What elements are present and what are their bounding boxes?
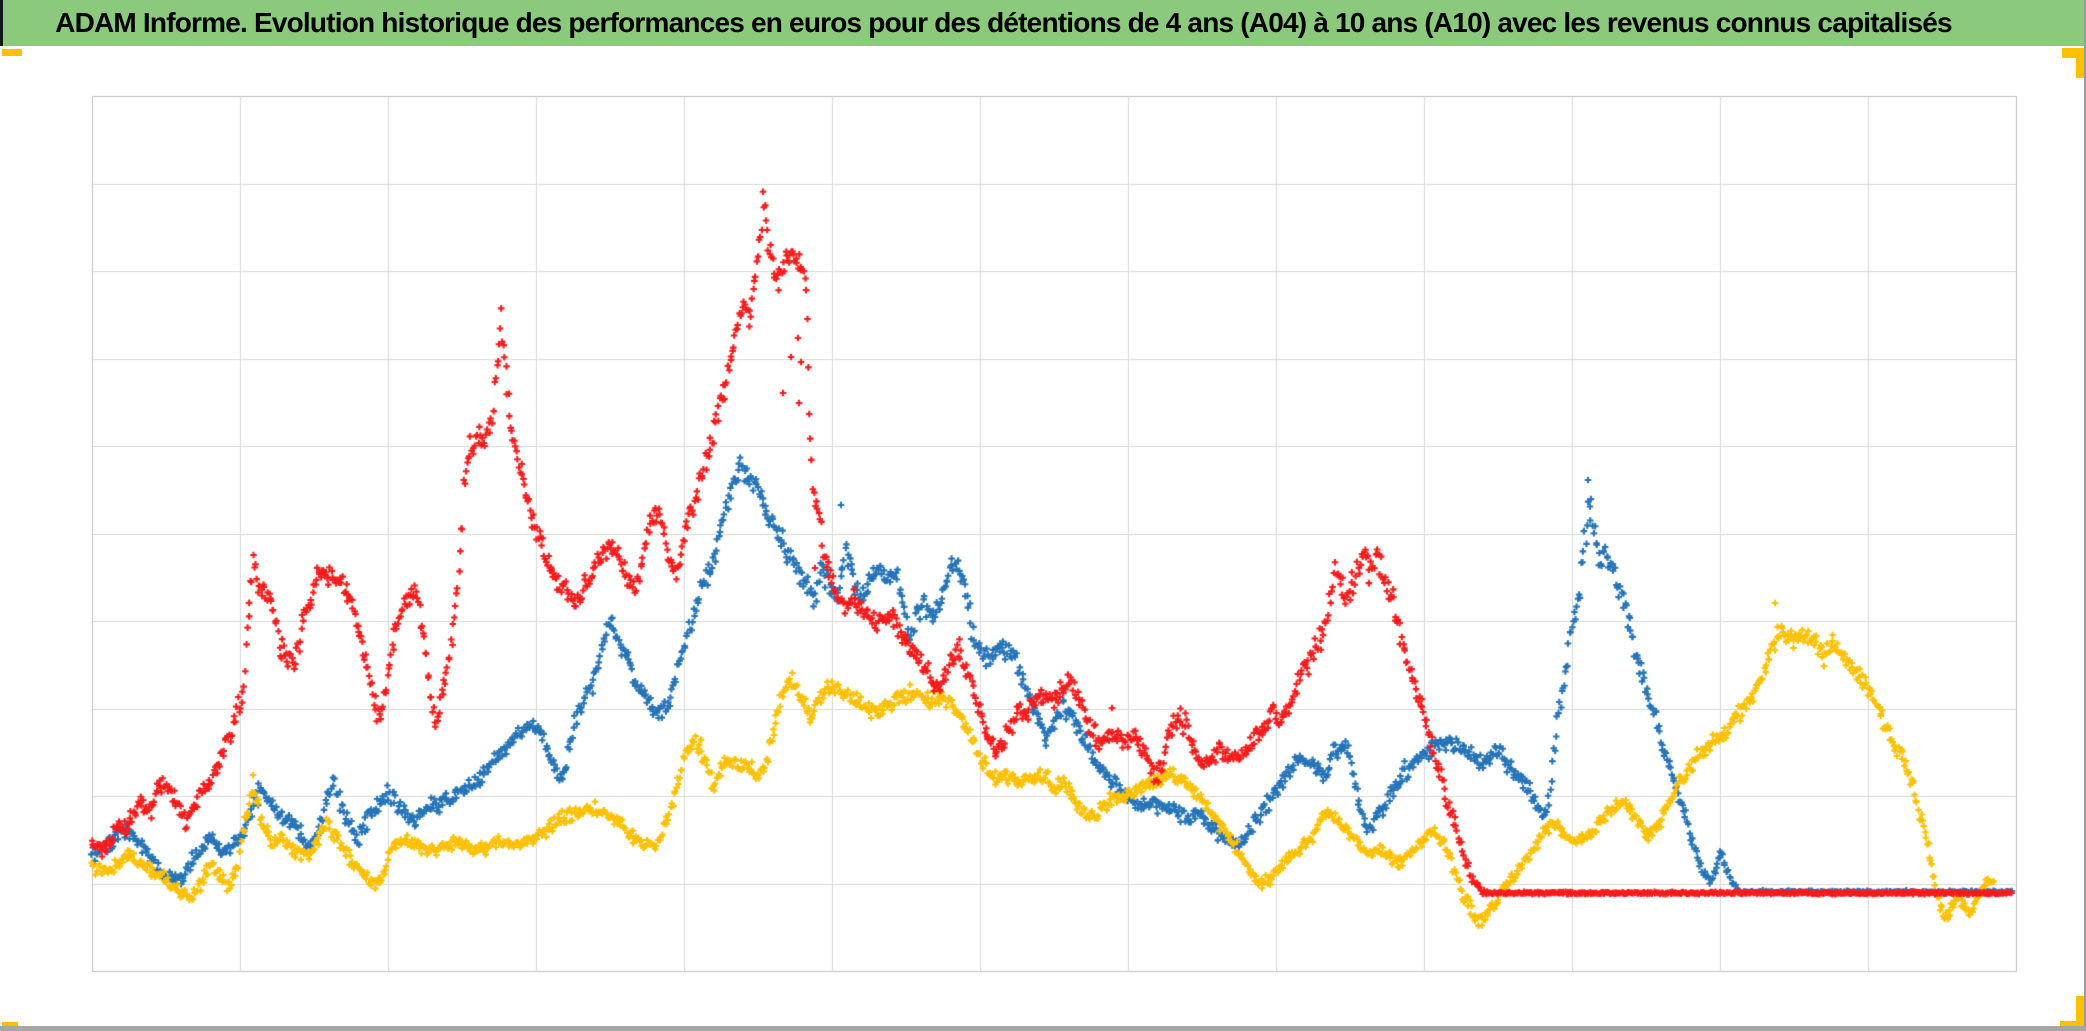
selection-handle-top-left[interactable] [2, 49, 22, 56]
chart-plot-region [0, 46, 2086, 1031]
window-bottom-bar [0, 1026, 2086, 1031]
selection-handle-top-right[interactable] [2062, 48, 2086, 58]
chart-title: ADAM Informe. Evolution historique des p… [55, 7, 1952, 38]
performance-chart-canvas [0, 46, 2086, 1031]
selection-handle-bottom-right-tail[interactable] [2076, 996, 2086, 1030]
selection-handle-top-right-tail[interactable] [2076, 48, 2086, 78]
chart-title-bar: ADAM Informe. Evolution historique des p… [0, 0, 2084, 46]
window-right-edge [2084, 0, 2086, 1031]
selection-handle-bottom-right[interactable] [2060, 1021, 2086, 1030]
